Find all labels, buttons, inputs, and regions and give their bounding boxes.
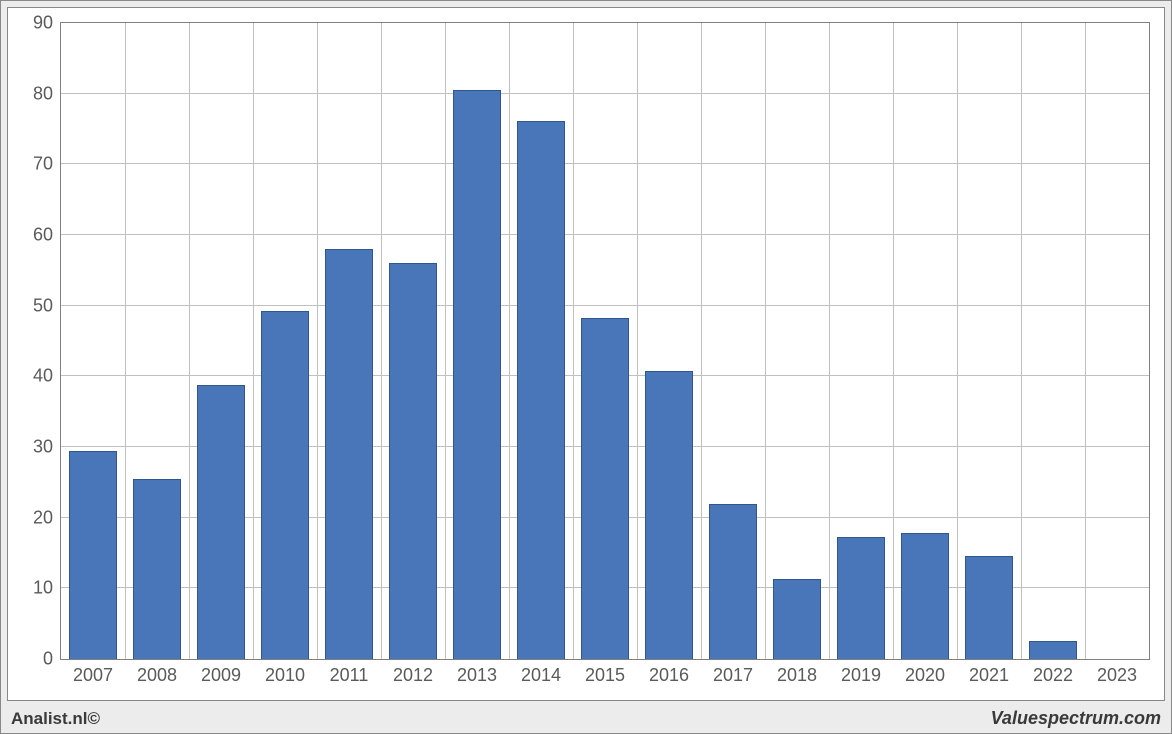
bar [517, 121, 565, 659]
bar [581, 318, 629, 659]
xtick-label: 2021 [969, 665, 1009, 686]
gridline-v [573, 23, 574, 659]
gridline-v [381, 23, 382, 659]
gridline-v [189, 23, 190, 659]
xtick-label: 2011 [330, 665, 369, 686]
xtick-label: 2009 [201, 665, 241, 686]
xtick-label: 2023 [1097, 665, 1137, 686]
bar [261, 311, 309, 659]
bar [773, 579, 821, 659]
gridline-h [61, 305, 1149, 306]
ytick-label: 90 [33, 13, 53, 34]
bar [837, 537, 885, 659]
ytick-label: 20 [33, 507, 53, 528]
ytick-label: 30 [33, 437, 53, 458]
xtick-label: 2018 [777, 665, 817, 686]
footer-right-text: Valuespectrum.com [991, 708, 1161, 729]
xtick-label: 2008 [137, 665, 177, 686]
gridline-v [637, 23, 638, 659]
ytick-label: 80 [33, 83, 53, 104]
xtick-label: 2017 [713, 665, 753, 686]
outer-frame: 0 10 20 30 40 50 60 70 80 90 2007 2008 2009 2010 2011 2… [0, 0, 1172, 734]
gridline-v [1021, 23, 1022, 659]
xtick-label: 2014 [521, 665, 561, 686]
gridline-h [61, 163, 1149, 164]
xtick-label: 2016 [649, 665, 689, 686]
ytick-label: 50 [33, 295, 53, 316]
xtick-label: 2019 [841, 665, 881, 686]
gridline-v [957, 23, 958, 659]
bar [453, 90, 501, 659]
ytick-label: 0 [43, 649, 53, 670]
gridline-v [893, 23, 894, 659]
xtick-label: 2022 [1033, 665, 1073, 686]
ytick-label: 10 [33, 578, 53, 599]
bar [69, 451, 117, 659]
plot-area: 0102030405060708090200720082009201020112… [60, 22, 1150, 660]
chart-panel: 0 10 20 30 40 50 60 70 80 90 2007 2008 2009 2010 2011 2… [7, 7, 1165, 701]
xtick-label: 2012 [393, 665, 433, 686]
xtick-label: 2015 [585, 665, 625, 686]
xtick-label: 2010 [265, 665, 305, 686]
gridline-v [509, 23, 510, 659]
bar [325, 249, 373, 659]
footer-left-text: Analist.nl© [11, 709, 100, 729]
bar [709, 504, 757, 659]
gridline-v [125, 23, 126, 659]
gridline-v [253, 23, 254, 659]
ytick-label: 60 [33, 225, 53, 246]
bar [133, 479, 181, 659]
xtick-label: 2013 [457, 665, 497, 686]
gridline-v [829, 23, 830, 659]
gridline-v [317, 23, 318, 659]
bar [389, 263, 437, 659]
bar [1029, 641, 1077, 659]
bar [901, 533, 949, 659]
gridline-h [61, 93, 1149, 94]
bar [197, 385, 245, 659]
xtick-label: 2007 [73, 665, 113, 686]
ytick-label: 70 [33, 154, 53, 175]
gridline-v [1085, 23, 1086, 659]
gridline-v [701, 23, 702, 659]
gridline-h [61, 234, 1149, 235]
footer: Analist.nl© Valuespectrum.com [7, 705, 1165, 729]
gridline-v [765, 23, 766, 659]
ytick-label: 40 [33, 366, 53, 387]
gridline-v [445, 23, 446, 659]
bar [965, 556, 1013, 659]
bar [645, 371, 693, 659]
xtick-label: 2020 [905, 665, 945, 686]
